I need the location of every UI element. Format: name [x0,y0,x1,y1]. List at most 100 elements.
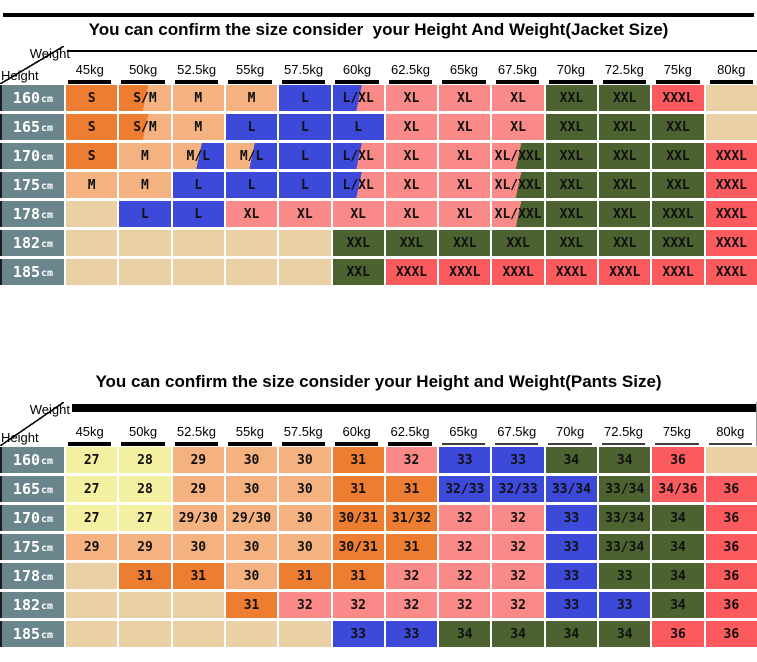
row-header-value: 170 [12,147,41,165]
size-cell-165cm-70kg: XXL [545,114,598,140]
col-header-70kg: 70kg [545,46,596,84]
size-cell-165cm-80kg: 36 [705,476,757,502]
size-cell-185cm-65kg: 34 [439,621,491,647]
size-cell-170cm-50kg: 27 [119,505,171,531]
row-header-unit: cm [41,152,54,163]
size-cell-175cm-70kg: 33 [545,534,598,560]
size-cell-182cm-72.5kg: 33 [599,592,651,618]
size-cell-160cm-55kg: M [225,85,278,111]
size-cell-185cm-50kg [119,621,171,647]
size-cell-175cm-62.5kg: XL [385,172,438,198]
row-header-value: 160 [12,451,41,469]
size-cell-170cm-70kg: 33 [545,505,598,531]
size-cell-178cm-72.5kg: 33 [599,563,651,589]
row-header-160cm: 160 cm [0,85,64,111]
size-cell-178cm-80kg: XXXL [705,201,757,227]
size-cell-178cm-57.5kg: XL [279,201,331,227]
col-header-label: 65kg [449,424,478,439]
row-header-160cm: 160 cm [0,447,64,473]
size-cell-170cm-45kg: 27 [66,505,118,531]
row-header-value: 175 [12,176,41,194]
size-cell-185cm-70kg: XXXL [545,259,598,285]
size-cell-160cm-65kg: 33 [439,447,491,473]
height-axis-label: Height [1,68,39,83]
top-divider-bar [3,13,754,17]
row-header-unit: cm [41,456,54,467]
row-header-value: 165 [12,480,41,498]
size-cell-182cm-75kg: 34 [652,592,704,618]
col-header-67.5kg: 67.5kg [491,402,542,446]
size-cell-165cm-55kg: L [225,114,278,140]
col-header-60kg: 60kg [331,46,382,84]
size-cell-178cm-65kg: 32 [439,563,491,589]
size-cell-175cm-70kg: XXL [545,172,598,198]
size-cell-185cm-50kg [119,259,171,285]
col-header-underline [441,443,486,445]
col-header-underline [388,442,432,446]
size-cell-182cm-50kg [119,592,171,618]
size-cell-182cm-60kg: XXL [332,230,384,256]
size-cell-178cm-72.5kg: XXL [599,201,651,227]
size-cell-165cm-80kg [705,114,757,140]
size-cell-160cm-67.5kg: XL [492,85,544,111]
size-cell-170cm-80kg: 36 [705,505,757,531]
size-cell-160cm-72.5kg: XXL [599,85,651,111]
size-cell-170cm-80kg: XXXL [705,143,757,169]
row-header-165cm: 165 cm [0,114,64,140]
size-cell-165cm-60kg: L [332,114,384,140]
size-cell-175cm-75kg: 34 [652,534,704,560]
size-cell-160cm-72.5kg: 34 [599,447,651,473]
col-header-52.5kg: 52.5kg [171,46,222,84]
size-cell-170cm-62.5kg: XL [385,143,438,169]
size-cell-182cm-67.5kg: 32 [492,592,544,618]
size-cell-165cm-65kg: XL [439,114,491,140]
col-header-underline [121,80,165,84]
size-cell-175cm-52.5kg: 30 [172,534,224,560]
weight-height-corner-cell: Weight Height [0,402,70,446]
size-cell-165cm-57.5kg: L [279,114,331,140]
size-cell-182cm-70kg: 33 [545,592,598,618]
col-header-55kg: 55kg [224,46,275,84]
size-cell-178cm-62.5kg: XL [385,201,438,227]
size-cell-175cm-67.5kg: 32 [492,534,544,560]
col-header-label: 60kg [342,424,371,439]
size-cell-175cm-57.5kg: 30 [279,534,331,560]
size-cell-175cm-80kg: XXXL [705,172,757,198]
col-header-label: 45kg [75,424,104,439]
col-header-label: 52.5kg [176,424,216,439]
size-cell-160cm-70kg: 34 [545,447,598,473]
size-cell-182cm-45kg [66,230,118,256]
col-header-label: 62.5kg [390,62,431,77]
row-header-unit: cm [41,601,54,612]
size-cell-178cm-50kg: L [119,201,171,227]
row-header-unit: cm [41,94,54,105]
col-header-underline [708,443,752,445]
row-header-182cm: 182 cm [0,592,64,618]
size-cell-175cm-55kg: 30 [225,534,278,560]
size-cell-170cm-55kg: M/L [225,143,278,169]
size-cell-185cm-70kg: 34 [545,621,598,647]
size-cell-182cm-62.5kg: XXL [385,230,438,256]
col-header-label: 60kg [342,62,372,77]
size-cell-178cm-60kg: XL [332,201,384,227]
col-header-72.5kg: 72.5kg [599,46,650,84]
col-header-underline [68,80,112,84]
size-cell-185cm-75kg: XXXL [652,259,704,285]
size-cell-178cm-50kg: 31 [119,563,171,589]
size-cell-185cm-60kg: 33 [332,621,384,647]
size-cell-175cm-60kg: 30/31 [332,534,384,560]
col-header-65kg: 65kg [438,46,489,84]
col-header-label: 57.5kg [284,62,324,77]
size-cell-160cm-80kg [705,85,757,111]
size-cell-182cm-55kg [225,230,278,256]
col-header-underline [228,80,272,84]
col-header-57.5kg: 57.5kg [278,402,329,446]
col-header-62.5kg: 62.5kg [385,46,436,84]
col-header-label: 80kg [717,62,746,77]
col-header-72.5kg: 72.5kg [598,402,649,446]
size-cell-178cm-52.5kg: L [172,201,224,227]
size-cell-182cm-57.5kg [279,230,331,256]
size-cell-160cm-55kg: 30 [225,447,278,473]
size-cell-165cm-75kg: 34/36 [652,476,704,502]
size-cell-165cm-75kg: XXL [652,114,704,140]
